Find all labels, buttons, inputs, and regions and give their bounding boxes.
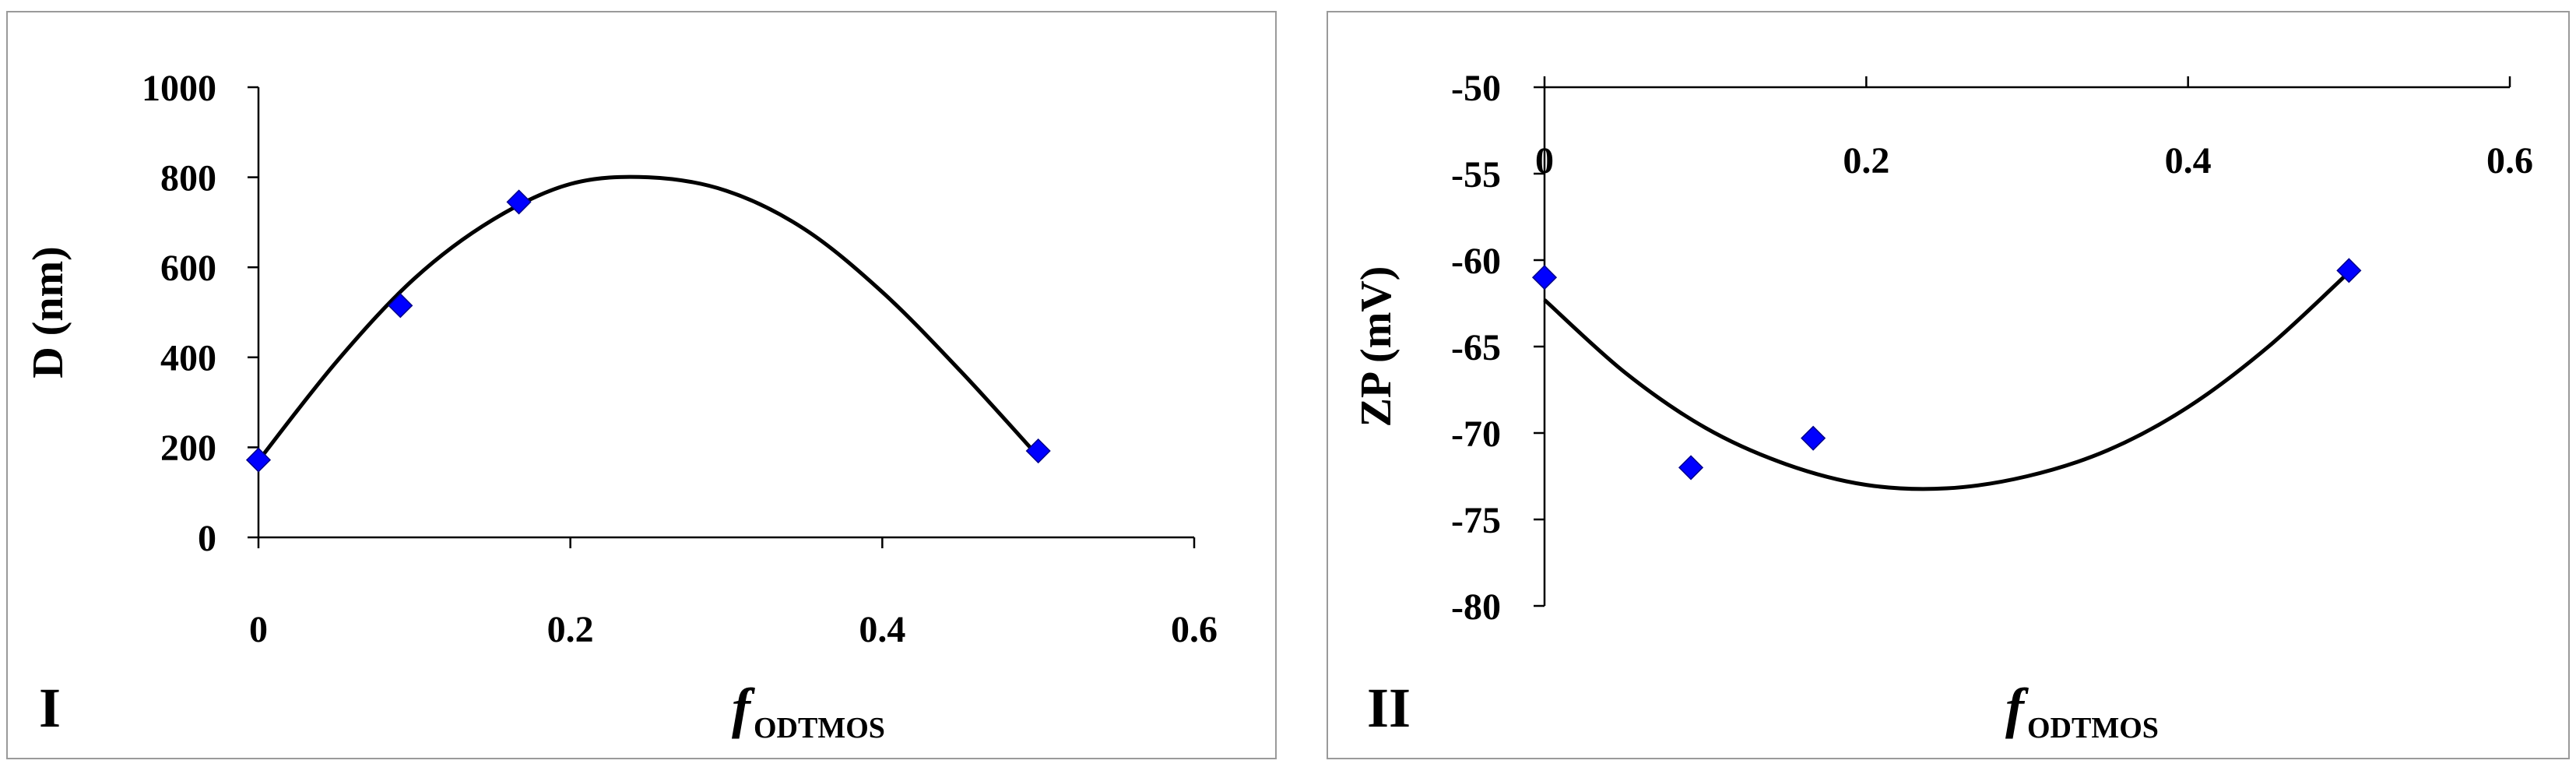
chart-ii-y-axis-label: ZP (mV) — [1352, 266, 1400, 428]
chart-ii-data-point — [1678, 455, 1704, 481]
chart-i-data-point — [506, 189, 532, 215]
chart-i-trendline — [257, 174, 1040, 463]
chart-i-data-point — [1025, 438, 1051, 464]
chart-ii-x-tick-label: 0.4 — [2165, 140, 2212, 181]
chart-i-x-tick-label: 0.4 — [859, 609, 905, 650]
chart-panel-ii: -80 -75 -70 -65 -60 -55 -50 0 0.2 0.4 0.6 ZP (mV) f O… — [1327, 11, 2570, 759]
chart-panel-i: 0 200 400 600 800 1000 0 0.2 0.4 0.6 D (nm) f ODTMOS… — [6, 11, 1277, 759]
chart-i-x-tick-label: 0.6 — [1171, 609, 1218, 650]
chart-ii-y-tick-label: -70 — [1451, 414, 1501, 455]
chart-ii-x-axis-label-subscript: ODTMOS — [2027, 712, 2159, 745]
chart-ii-svg: -80 -75 -70 -65 -60 -55 -50 0 0.2 0.4 0.6 ZP (mV) f O… — [1352, 68, 2533, 745]
chart-i-x-axis-label-subscript: ODTMOS — [754, 712, 885, 745]
chart-i-x-tick-label: 0.2 — [547, 609, 594, 650]
chart-i-y-tick-label: 600 — [160, 248, 216, 289]
chart-ii-y-tick-label: -80 — [1451, 586, 1501, 628]
chart-i-y-axis-label: D (nm) — [24, 246, 72, 378]
chart-i-y-tick-label: 200 — [160, 428, 216, 469]
chart-i-y-tick-label: 1000 — [142, 68, 216, 109]
chart-ii-panel-label: II — [1367, 677, 1411, 739]
chart-ii-data-point — [1531, 265, 1558, 290]
chart-i-y-tick-label: 800 — [160, 157, 216, 199]
chart-i-x-tick-label: 0 — [249, 609, 268, 650]
chart-i-y-tick-label: 0 — [198, 518, 216, 559]
chart-ii-trendline — [1543, 270, 2351, 491]
chart-i-svg: 0 200 400 600 800 1000 0 0.2 0.4 0.6 D (nm) f ODTMOS… — [24, 68, 1218, 745]
chart-ii-y-tick-label: -65 — [1451, 327, 1501, 368]
chart-ii-y-tick-label: -50 — [1451, 68, 1501, 109]
chart-ii-data-point — [1801, 425, 1826, 451]
chart-ii-y-tick-label: -55 — [1451, 154, 1501, 195]
chart-i-data-point — [245, 447, 272, 473]
chart-ii-x-axis-label: f ODTMOS — [2005, 677, 2159, 745]
chart-i-x-axis-label-main: f — [732, 677, 755, 739]
chart-ii-data-point — [2336, 258, 2362, 283]
chart-ii-x-tick-label: 0.6 — [2486, 140, 2533, 181]
chart-i-x-axis-label: f ODTMOS — [732, 677, 885, 745]
chart-ii-y-tick-label: -60 — [1451, 241, 1501, 282]
chart-ii-x-axis-label-main: f — [2005, 677, 2029, 739]
chart-ii-y-tick-label: -75 — [1451, 500, 1501, 541]
chart-i-data-point — [388, 293, 413, 319]
chart-ii-x-tick-label: 0.2 — [1843, 140, 1889, 181]
chart-i-y-tick-label: 400 — [160, 338, 216, 379]
chart-i-panel-label: I — [39, 677, 61, 739]
chart-ii-x-tick-label: 0 — [1535, 140, 1554, 181]
